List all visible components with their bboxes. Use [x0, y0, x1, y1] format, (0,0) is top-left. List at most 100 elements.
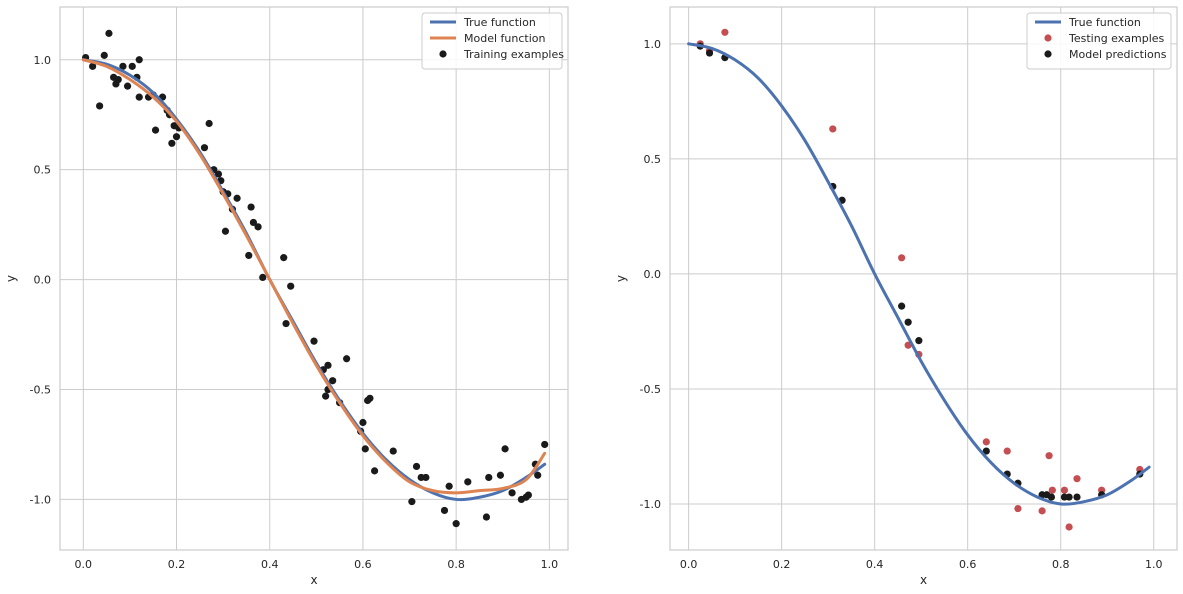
- training-examples-point: [200, 144, 209, 152]
- training-examples-point: [445, 482, 453, 490]
- training-examples-point: [322, 392, 330, 400]
- training-examples-point: [119, 62, 127, 70]
- training-examples-point: [508, 489, 516, 497]
- true-function-line: [687, 42, 1151, 506]
- legend-label: Model function: [464, 32, 545, 45]
- x-tick-label: 0.6: [959, 558, 977, 571]
- training-examples-point: [221, 227, 230, 235]
- model-predictions-point: [982, 447, 990, 455]
- testing-examples-point: [1065, 523, 1073, 531]
- training-examples-point: [105, 29, 113, 37]
- testing-examples-point: [1003, 447, 1011, 455]
- training-examples-point: [412, 462, 421, 471]
- x-tick-label: 1.0: [1145, 558, 1163, 571]
- testing-examples-legend-swatch: [1044, 34, 1052, 42]
- training-examples-point: [282, 319, 290, 328]
- training-examples-point: [361, 445, 369, 453]
- training-examples-point: [151, 126, 160, 134]
- training-examples-point: [496, 471, 505, 479]
- y-axis-label: y: [4, 275, 18, 282]
- y-tick-label: -0.5: [30, 384, 51, 397]
- x-axis-label: x: [310, 573, 317, 587]
- testing-examples-point: [1038, 507, 1046, 515]
- testing-examples-point: [1045, 452, 1053, 460]
- training-examples-point: [89, 62, 97, 70]
- training-examples-point: [310, 337, 318, 345]
- training-examples-point: [541, 440, 549, 449]
- training-examples-point: [343, 355, 351, 363]
- legend: True function Model function Training exam…: [421, 12, 564, 70]
- x-tick-label: 0.4: [866, 558, 884, 571]
- training-examples-point: [135, 56, 143, 64]
- y-tick-label: -0.5: [640, 383, 661, 396]
- training-examples-point: [128, 62, 136, 70]
- training-examples-point: [324, 361, 332, 369]
- model-predictions-point: [915, 337, 923, 345]
- testing-examples-point: [1048, 486, 1056, 494]
- training-examples-point: [501, 445, 509, 453]
- training-examples-point: [389, 447, 397, 455]
- training-examples-point: [135, 93, 143, 101]
- x-tick-label: 0.8: [1052, 558, 1070, 571]
- plot-frame: [669, 6, 1178, 551]
- testing-examples-point: [982, 438, 990, 446]
- training-examples-point: [329, 377, 337, 385]
- model-predictions-point: [898, 302, 906, 310]
- training-examples-point: [524, 491, 532, 499]
- x-tick-label: 0.8: [447, 558, 465, 571]
- legend-box: [421, 12, 563, 70]
- training-examples-point: [247, 203, 255, 211]
- y-axis-label: y: [614, 275, 628, 282]
- training-examples-point: [485, 473, 493, 482]
- training-examples-point: [287, 282, 295, 290]
- x-tick-label: 0.2: [168, 558, 186, 571]
- testing-examples-point: [1060, 486, 1069, 494]
- testing-examples-point: [721, 28, 729, 36]
- plot-marks: [81, 29, 549, 528]
- model-predictions-point: [904, 318, 912, 326]
- training-examples-point: [280, 254, 288, 262]
- training-examples-point: [249, 218, 258, 227]
- legend-box: [1026, 12, 1172, 70]
- training-examples-point: [534, 471, 542, 479]
- model-predictions-legend-swatch: [1044, 50, 1052, 58]
- testing-examples-point: [1073, 475, 1081, 483]
- testing-examples-point: [829, 125, 837, 133]
- training-examples-point: [233, 194, 241, 202]
- x-tick-label: 0.2: [773, 558, 791, 571]
- plot-area: [60, 7, 568, 550]
- legend-label: True function: [1068, 16, 1141, 29]
- training-examples-point: [440, 506, 449, 515]
- y-tick-label: 1.0: [644, 38, 662, 51]
- training-examples-point: [205, 119, 213, 128]
- model-predictions-point: [705, 49, 714, 57]
- model-predictions-point: [1065, 493, 1073, 501]
- training-examples-point: [359, 418, 367, 427]
- training-examples-point: [422, 473, 430, 482]
- y-tick-label: -1.0: [30, 493, 51, 506]
- y-tick-label: -1.0: [640, 498, 661, 511]
- y-tick-label: 0.5: [34, 164, 52, 177]
- training-examples-point: [452, 520, 460, 528]
- training-examples-point: [96, 102, 104, 110]
- training-examples-point: [100, 51, 108, 59]
- x-tick-label: 0.0: [75, 558, 93, 571]
- x-tick-label: 0.4: [261, 558, 279, 571]
- training-examples-point: [214, 170, 223, 178]
- plot-marks: [687, 28, 1151, 531]
- y-tick-label: 0.5: [644, 153, 662, 166]
- chart-panel-2: 0.0 0.2 0.4 0.6 0.8 1.0 -1.0 -0.5 0.0 0.5 1.0 x y Tru…: [614, 6, 1178, 587]
- training-examples-point: [168, 139, 176, 147]
- legend-label: True function: [463, 16, 536, 29]
- legend-label: Training examples: [463, 48, 564, 61]
- training-examples-point: [245, 251, 253, 260]
- chart-panel-1: 0.0 0.2 0.4 0.6 0.8 1.0 -1.0 -0.5 0.0 0.5 1.0 x y Tru…: [4, 6, 569, 587]
- training-examples-point: [254, 223, 262, 231]
- x-axis-label: x: [920, 573, 927, 587]
- testing-examples-point: [898, 254, 906, 262]
- x-tick-label: 0.6: [354, 558, 372, 571]
- training-examples-point: [370, 467, 379, 475]
- training-examples-point: [172, 133, 181, 141]
- x-tick-label: 1.0: [541, 558, 559, 571]
